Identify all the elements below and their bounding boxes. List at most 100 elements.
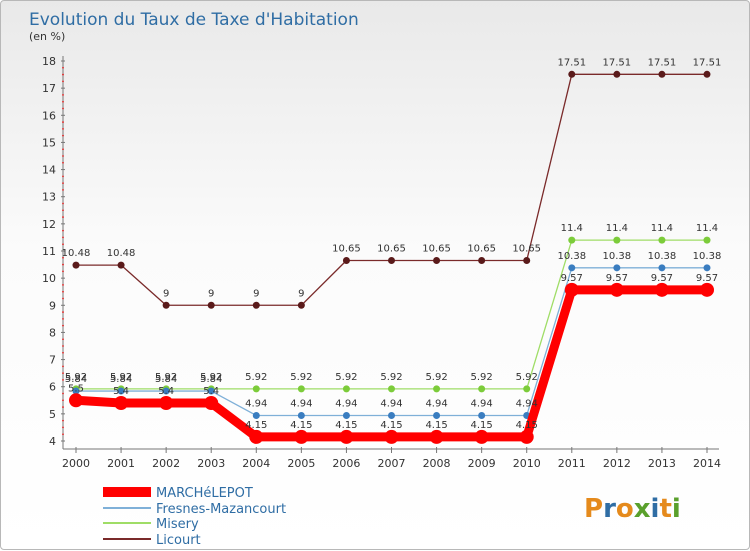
data-label-fresnes-mazancourt: 10.38 [693,251,722,262]
data-label-fresnes-mazancourt: 10.38 [648,251,677,262]
y-tick-label: 7 [49,354,56,367]
data-point-misery [478,385,486,393]
x-tick-label: 2006 [332,457,360,470]
data-label-marchelepot: 9.57 [696,273,718,284]
data-point-licourt [72,261,80,269]
data-label-marchelepot: 5.4 [203,386,219,397]
data-point-fresnes-mazancourt [568,264,576,272]
data-point-licourt [297,301,305,309]
data-label-licourt: 10.65 [512,244,541,255]
data-point-licourt [568,70,576,78]
data-label-licourt: 10.65 [332,244,361,255]
data-label-fresnes-mazancourt: 5.84 [155,374,177,385]
data-point-marchelepot [609,282,624,297]
y-minor-tick [62,189,64,191]
y-tick-label: 9 [49,299,56,312]
y-minor-tick [62,209,64,212]
data-label-fresnes-mazancourt: 4.94 [290,398,312,409]
y-minor-tick [62,365,64,368]
y-minor-tick [62,94,64,96]
data-label-fresnes-mazancourt: 5.84 [65,374,87,385]
y-minor-tick [62,297,64,300]
data-label-licourt: 9 [253,288,259,299]
data-label-misery: 11.4 [561,223,583,234]
data-label-marchelepot: 9.57 [651,273,673,284]
data-label-fresnes-mazancourt: 10.38 [557,251,586,262]
chart-title: Evolution du Taux de Taxe d'Habitation [29,10,359,30]
data-label-misery: 5.92 [155,372,177,383]
data-label-misery: 5.92 [110,372,132,383]
data-point-misery [252,385,260,393]
data-point-licourt [162,301,170,309]
y-minor-tick [62,66,64,69]
data-point-marchelepot [654,282,669,297]
data-label-fresnes-mazancourt: 10.38 [603,251,632,262]
y-minor-tick [62,107,64,110]
data-label-marchelepot: 9.57 [561,273,583,284]
data-label-marchelepot: 4.15 [516,420,538,431]
data-label-marchelepot: 4.15 [471,420,493,431]
data-point-marchelepot [249,429,264,444]
y-minor-tick [62,311,64,313]
data-labels: 10.48 10.48 9 9 9 9 10.65 10.65 10.65 10.65 10.65 1… [62,57,722,431]
data-label-fresnes-mazancourt: 4.94 [335,398,357,409]
data-label-fresnes-mazancourt: 5.84 [110,374,132,385]
data-point-licourt [523,257,531,264]
brand-text: Proxiti [584,494,681,524]
data-label-fresnes-mazancourt: 4.94 [471,398,493,409]
y-tick-label: 14 [42,164,56,177]
data-label-licourt: 10.65 [377,244,406,255]
y-minor-tick [62,345,64,347]
data-label-marchelepot: 4.15 [425,420,447,431]
y-minor-tick [62,290,64,293]
x-tick-label: 2003 [197,457,225,470]
y-minor-tick [62,284,64,286]
data-label-misery: 5.92 [65,372,87,383]
data-label-licourt: 10.65 [467,244,496,255]
data-label-licourt: 17.51 [693,57,722,68]
data-point-marchelepot [204,396,219,410]
data-label-misery: 5.92 [380,372,402,383]
y-tick-label: 5 [49,408,56,421]
data-point-misery [433,385,441,393]
data-point-marchelepot [159,396,174,410]
y-minor-tick [62,399,64,402]
series-group [69,70,714,444]
data-label-marchelepot: 5.4 [158,386,174,397]
legend-label-misery: Misery [156,517,199,532]
data-point-fresnes-mazancourt [342,411,350,419]
data-label-licourt: 10.48 [62,248,91,259]
data-point-fresnes-mazancourt [658,264,666,272]
data-label-fresnes-mazancourt: 4.94 [516,398,538,409]
y-minor-tick [62,100,64,103]
data-label-misery: 11.4 [606,223,628,234]
y-tick-label: 13 [42,191,56,204]
data-point-misery [388,385,395,393]
data-point-marchelepot [69,393,83,408]
data-point-misery [297,385,305,393]
y-tick-label: 17 [42,82,56,95]
y-tick-label: 8 [49,326,56,339]
legend-label-licourt: Licourt [156,533,201,548]
data-label-marchelepot: 5.4 [113,386,129,397]
series-line-licourt [76,73,707,306]
y-tick-label: 4 [49,435,56,448]
y-minor-tick [62,236,64,239]
x-tick-label: 2012 [603,457,631,470]
data-label-licourt: 9 [208,288,214,299]
data-label-misery: 5.92 [425,372,447,383]
data-label-fresnes-mazancourt: 4.94 [425,398,447,409]
y-minor-tick [62,80,64,83]
y-minor-tick [62,317,64,320]
x-tick-label: 2009 [468,457,496,470]
y-minor-tick [62,433,64,436]
data-point-marchelepot [564,282,579,297]
y-minor-tick [62,216,64,218]
data-point-licourt [117,261,125,269]
data-point-misery [703,236,711,244]
data-label-licourt: 17.51 [648,57,677,68]
data-point-marchelepot [294,429,309,444]
data-label-misery: 5.92 [335,372,357,383]
data-point-marchelepot [519,429,534,444]
